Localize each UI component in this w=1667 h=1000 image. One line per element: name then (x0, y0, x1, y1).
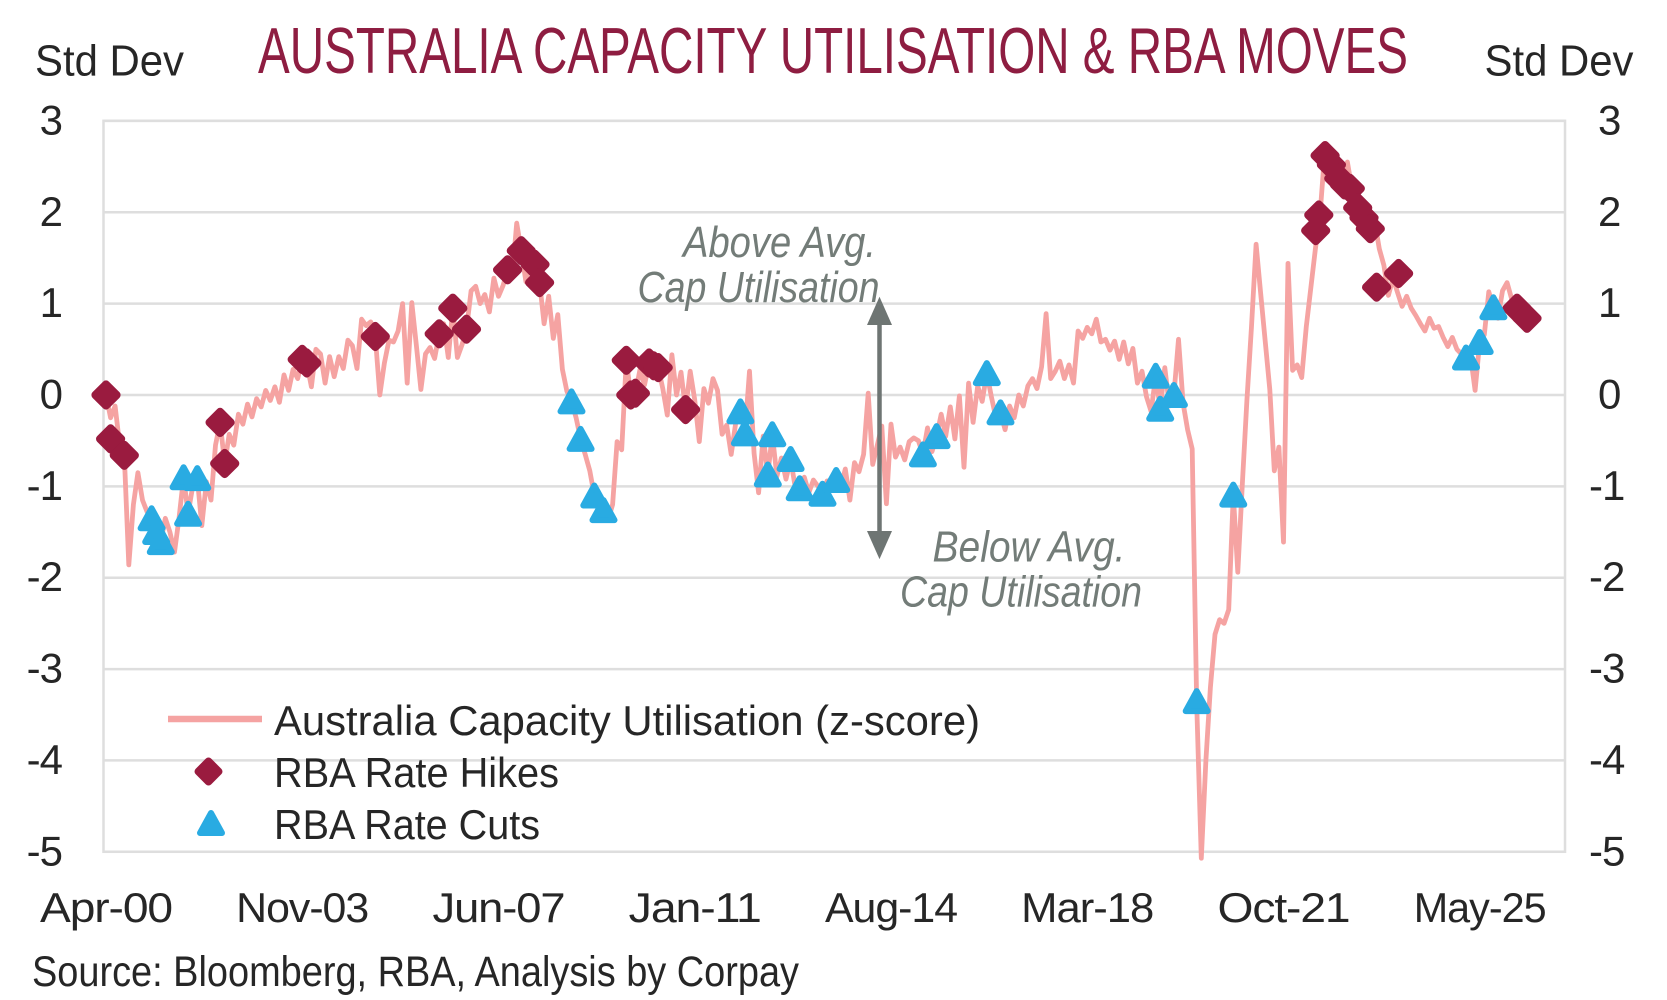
svg-text:-5: -5 (1589, 827, 1624, 874)
svg-text:RBA Rate Cuts: RBA Rate Cuts (274, 801, 540, 848)
svg-text:-1: -1 (27, 462, 62, 509)
svg-text:-4: -4 (27, 736, 63, 783)
svg-text:2: 2 (1598, 188, 1620, 235)
svg-text:Apr-00: Apr-00 (40, 884, 172, 931)
svg-text:Jun-07: Jun-07 (433, 884, 565, 931)
svg-text:May-25: May-25 (1414, 884, 1546, 931)
svg-text:Above Avg.: Above Avg. (680, 218, 876, 267)
svg-text:-2: -2 (27, 553, 62, 600)
svg-text:-3: -3 (1589, 645, 1624, 692)
svg-text:-3: -3 (27, 645, 62, 692)
svg-text:Std Dev: Std Dev (35, 37, 184, 86)
svg-text:-5: -5 (27, 827, 62, 874)
svg-text:Australia Capacity Utilisation: Australia Capacity Utilisation (z-score) (274, 697, 980, 744)
svg-text:-4: -4 (1589, 736, 1625, 783)
svg-text:-2: -2 (1589, 553, 1624, 600)
svg-text:Cap Utilisation: Cap Utilisation (638, 263, 880, 312)
svg-text:0: 0 (40, 371, 62, 418)
svg-text:3: 3 (40, 96, 62, 143)
svg-text:AUSTRALIA CAPACITY UTILISATION: AUSTRALIA CAPACITY UTILISATION & RBA MOV… (258, 14, 1408, 87)
svg-text:Cap Utilisation: Cap Utilisation (900, 568, 1142, 617)
svg-text:-1: -1 (1589, 462, 1624, 509)
svg-text:RBA Rate Hikes: RBA Rate Hikes (274, 749, 559, 796)
svg-text:Jan-11: Jan-11 (629, 884, 761, 931)
svg-text:1: 1 (40, 279, 62, 326)
svg-text:1: 1 (1598, 279, 1620, 326)
svg-text:Oct-21: Oct-21 (1218, 884, 1350, 931)
svg-text:2: 2 (40, 188, 62, 235)
svg-text:Below Avg.: Below Avg. (933, 523, 1126, 572)
svg-text:Source: Bloomberg, RBA, Analys: Source: Bloomberg, RBA, Analysis by Corp… (32, 948, 799, 996)
svg-text:0: 0 (1598, 371, 1620, 418)
svg-text:Mar-18: Mar-18 (1021, 884, 1153, 931)
svg-text:Std Dev: Std Dev (1485, 37, 1634, 86)
svg-text:Aug-14: Aug-14 (825, 884, 958, 931)
svg-text:Nov-03: Nov-03 (236, 884, 368, 931)
svg-text:3: 3 (1598, 96, 1620, 143)
